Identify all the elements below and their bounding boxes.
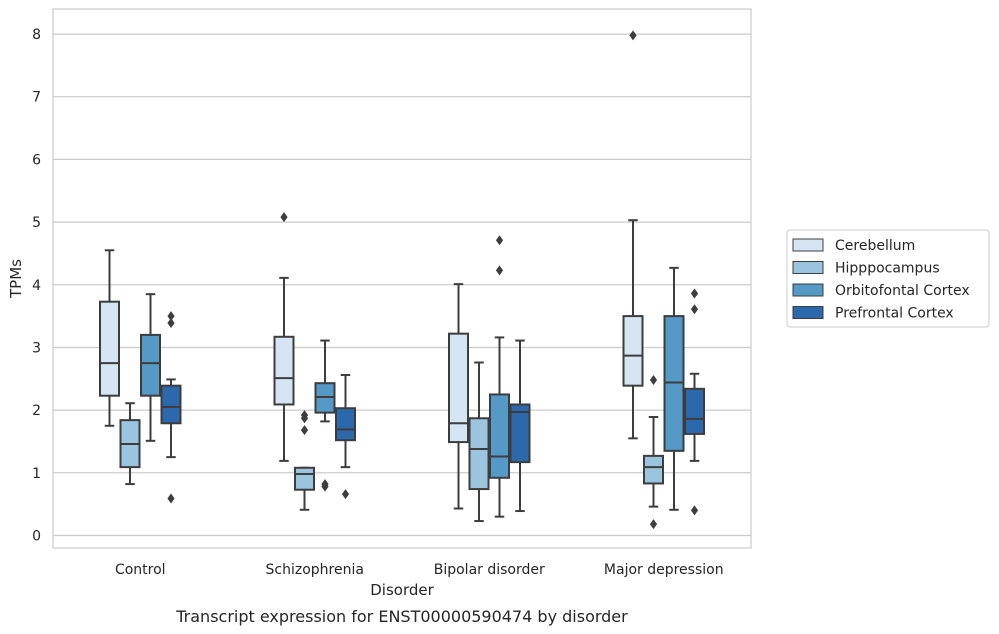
box-orbitofontal-cortex-0 xyxy=(140,293,161,442)
outlier-point xyxy=(300,410,309,421)
outlier-point xyxy=(649,519,658,530)
outlier-point xyxy=(690,288,699,299)
x-tick-label: Major depression xyxy=(604,562,724,578)
box-iqr xyxy=(622,315,644,387)
legend-label: Prefrontal Cortex xyxy=(835,306,954,322)
box-groups xyxy=(99,30,705,530)
y-tick-labels: 0 1 2 3 4 5 6 7 8 xyxy=(32,27,41,544)
outlier-point xyxy=(341,489,350,500)
y-tick-label: 1 xyxy=(32,466,41,482)
box-cerebellum-1 xyxy=(273,212,295,462)
box-hipppocampus-2 xyxy=(468,361,490,523)
box-hipppocampus-0 xyxy=(119,402,141,486)
box-orbitofontal-cortex-1 xyxy=(314,339,336,492)
box-orbitofontal-cortex-2 xyxy=(489,235,510,518)
outlier-point xyxy=(629,30,637,41)
x-tick-label: Bipolar disorder xyxy=(434,562,545,578)
y-tick-label: 8 xyxy=(32,27,41,43)
box-cerebellum-2 xyxy=(448,283,469,510)
box-iqr xyxy=(273,335,295,406)
legend-frame xyxy=(786,229,990,328)
box-iqr xyxy=(643,454,664,485)
legend-swatch xyxy=(792,306,824,319)
y-tick-label: 6 xyxy=(32,152,41,168)
y-tick-label: 0 xyxy=(32,528,41,544)
y-tick-label: 5 xyxy=(32,215,41,231)
legend-label: Cerebellum xyxy=(835,238,915,254)
outlier-point xyxy=(167,317,175,328)
outlier-point xyxy=(495,265,504,276)
x-tick-label: Schizophrenia xyxy=(266,562,364,578)
outlier-point xyxy=(649,375,658,386)
outlier-point xyxy=(300,425,309,436)
outlier-point xyxy=(321,479,329,490)
box-cerebellum-3 xyxy=(622,30,644,440)
y-axis-label: TPMs xyxy=(7,259,25,299)
box-prefrontal-cortex-0 xyxy=(160,311,182,504)
box-orbitofontal-cortex-3 xyxy=(663,266,685,511)
y-tick-label: 3 xyxy=(32,340,41,356)
chart-caption: Transcript expression for ENST0000059047… xyxy=(175,607,628,626)
outlier-point xyxy=(280,212,288,223)
box-prefrontal-cortex-3 xyxy=(684,288,705,516)
box-hipppocampus-3 xyxy=(643,375,664,530)
x-axis-label: Disorder xyxy=(370,581,434,599)
box-iqr xyxy=(294,466,315,491)
box-iqr xyxy=(489,393,510,479)
outlier-point xyxy=(495,235,504,246)
outlier-point xyxy=(167,493,175,504)
box-cerebellum-0 xyxy=(99,249,120,427)
legend: Cerebellum Hipppocampus Orbitofontal Corte… xyxy=(786,229,990,328)
box-iqr xyxy=(99,300,120,397)
y-tick-label: 7 xyxy=(32,90,41,106)
box-prefrontal-cortex-2 xyxy=(509,339,531,513)
y-tick-label: 2 xyxy=(32,403,41,419)
outlier-point xyxy=(167,311,175,322)
legend-swatch xyxy=(792,238,824,252)
box-iqr xyxy=(468,417,490,491)
legend-label: Orbitofontal Cortex xyxy=(835,283,970,299)
legend-label: Hipppocampus xyxy=(835,261,940,277)
plot-frame xyxy=(52,8,752,549)
box-iqr xyxy=(684,387,705,435)
box-iqr xyxy=(448,332,469,444)
box-iqr xyxy=(509,403,531,464)
y-tick-label: 4 xyxy=(32,278,41,294)
box-iqr xyxy=(335,407,356,442)
legend-swatch xyxy=(792,261,824,274)
outlier-point xyxy=(690,304,699,315)
box-prefrontal-cortex-1 xyxy=(335,374,356,500)
legend-swatch xyxy=(792,283,824,297)
box-iqr xyxy=(140,333,161,397)
outlier-point xyxy=(690,505,699,516)
x-tick-label: Control xyxy=(115,562,166,578)
box-iqr xyxy=(160,384,182,425)
x-tick-labels: Control Schizophrenia Bipolar disorder Majo… xyxy=(115,562,724,578)
box-hipppocampus-1 xyxy=(294,410,315,511)
